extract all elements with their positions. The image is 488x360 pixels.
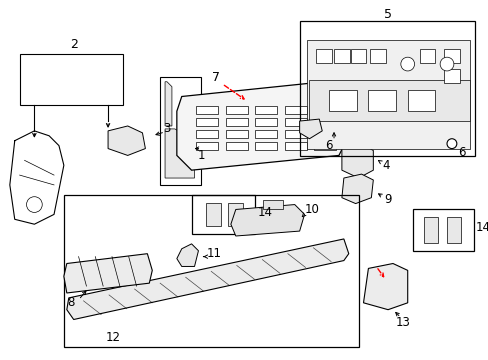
Bar xyxy=(285,118,306,126)
Bar xyxy=(196,130,218,138)
Bar xyxy=(443,69,459,83)
Bar xyxy=(227,203,242,226)
Bar xyxy=(20,54,122,105)
Polygon shape xyxy=(230,204,304,236)
Bar xyxy=(285,106,306,114)
Bar xyxy=(225,130,247,138)
Polygon shape xyxy=(177,244,198,266)
Text: 10: 10 xyxy=(305,203,319,216)
Text: 1: 1 xyxy=(197,149,205,162)
Bar xyxy=(206,203,221,226)
Circle shape xyxy=(446,139,456,149)
Bar xyxy=(196,118,218,126)
Bar xyxy=(255,142,277,149)
Circle shape xyxy=(439,57,453,71)
Bar xyxy=(369,49,386,63)
Bar xyxy=(328,90,356,111)
Text: 6: 6 xyxy=(325,139,332,152)
Polygon shape xyxy=(177,82,358,170)
Bar xyxy=(225,142,247,149)
Polygon shape xyxy=(341,174,372,203)
Bar xyxy=(412,210,472,251)
Text: 9: 9 xyxy=(384,193,391,206)
Text: 11: 11 xyxy=(206,247,221,260)
Bar xyxy=(333,49,349,63)
Polygon shape xyxy=(306,40,468,149)
Bar xyxy=(419,49,434,63)
Bar xyxy=(225,106,247,114)
Text: 5: 5 xyxy=(383,8,391,22)
Polygon shape xyxy=(299,119,322,139)
Bar xyxy=(350,49,366,63)
Polygon shape xyxy=(165,82,172,126)
Bar xyxy=(285,130,306,138)
Polygon shape xyxy=(67,239,348,320)
Text: 13: 13 xyxy=(395,316,409,329)
Bar xyxy=(285,142,306,149)
Bar xyxy=(299,21,473,157)
Polygon shape xyxy=(108,126,145,156)
Circle shape xyxy=(26,197,42,212)
Text: 12: 12 xyxy=(105,331,120,344)
Bar xyxy=(446,217,460,243)
Bar xyxy=(443,49,459,63)
Bar xyxy=(225,118,247,126)
Polygon shape xyxy=(64,254,152,293)
Bar xyxy=(424,217,437,243)
Polygon shape xyxy=(341,144,372,178)
Bar xyxy=(196,106,218,114)
Bar xyxy=(64,195,358,347)
Bar xyxy=(314,106,335,114)
Text: 2: 2 xyxy=(70,38,78,51)
Bar xyxy=(314,118,335,126)
Circle shape xyxy=(400,57,414,71)
Bar xyxy=(314,142,335,149)
Bar xyxy=(255,106,277,114)
Bar xyxy=(160,77,201,185)
Text: 4: 4 xyxy=(382,159,389,172)
Text: 6: 6 xyxy=(457,146,465,159)
Bar xyxy=(407,90,434,111)
Bar xyxy=(263,200,283,210)
Bar xyxy=(196,142,218,149)
Bar xyxy=(191,195,255,234)
Text: 7: 7 xyxy=(212,71,220,84)
Polygon shape xyxy=(363,264,407,310)
Bar xyxy=(367,90,395,111)
Bar xyxy=(255,118,277,126)
Text: 3: 3 xyxy=(163,122,170,135)
Polygon shape xyxy=(165,129,194,178)
Bar xyxy=(255,130,277,138)
Polygon shape xyxy=(309,80,468,121)
Text: 14: 14 xyxy=(257,206,272,219)
Bar xyxy=(314,130,335,138)
Text: 14: 14 xyxy=(475,221,488,234)
Text: 8: 8 xyxy=(67,296,74,309)
Bar xyxy=(316,49,331,63)
